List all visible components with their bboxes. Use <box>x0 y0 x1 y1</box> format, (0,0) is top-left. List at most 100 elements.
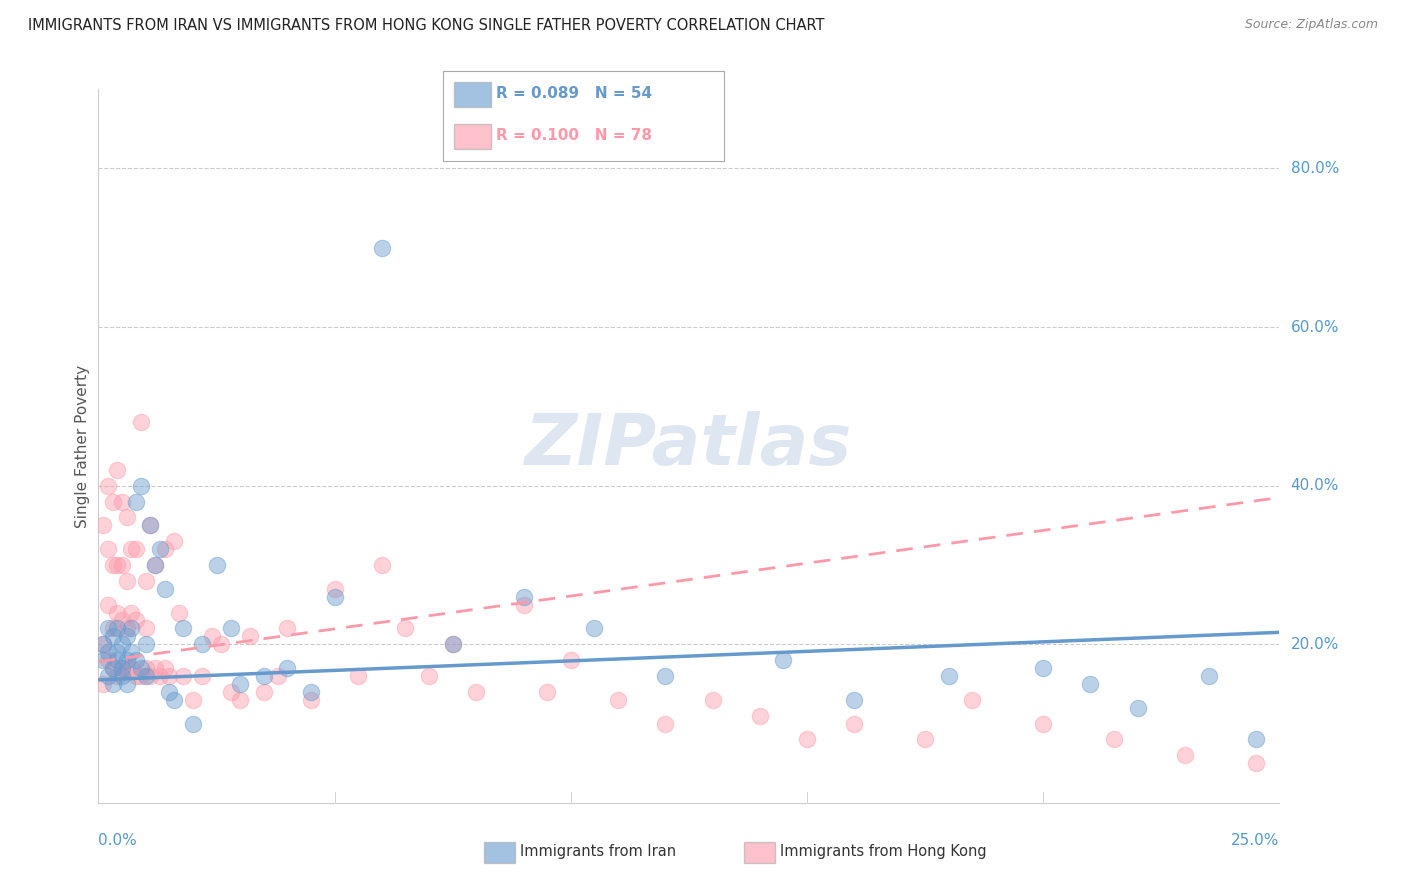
Point <box>583 621 606 635</box>
Point <box>97 598 120 612</box>
Point <box>91 637 114 651</box>
Point <box>229 692 252 706</box>
Point <box>101 629 124 643</box>
Point <box>125 494 148 508</box>
Point <box>276 621 298 635</box>
Point <box>91 677 114 691</box>
Point <box>560 653 582 667</box>
Point <box>153 661 176 675</box>
Point <box>299 692 322 706</box>
Point <box>465 685 488 699</box>
Point <box>135 661 157 675</box>
Point <box>149 542 172 557</box>
Point <box>135 574 157 588</box>
Point <box>101 677 124 691</box>
Point <box>163 692 186 706</box>
Point <box>172 669 194 683</box>
Point <box>105 558 128 572</box>
Point <box>157 669 180 683</box>
Point <box>129 661 152 675</box>
Point <box>512 590 534 604</box>
Point <box>105 645 128 659</box>
Point <box>394 621 416 635</box>
Point <box>205 558 228 572</box>
Point <box>323 582 346 596</box>
Point <box>135 621 157 635</box>
Point <box>153 542 176 557</box>
Point <box>101 661 124 675</box>
Point <box>135 669 157 683</box>
Point <box>1174 748 1197 763</box>
Point <box>181 716 204 731</box>
Point <box>121 645 143 659</box>
Point <box>111 494 134 508</box>
Point <box>191 669 214 683</box>
Point <box>139 518 162 533</box>
Point <box>441 637 464 651</box>
Point <box>111 637 134 651</box>
Point <box>654 716 676 731</box>
Point <box>1102 732 1125 747</box>
Point <box>115 574 138 588</box>
Point <box>938 669 960 683</box>
Point <box>97 542 120 557</box>
Point <box>115 621 138 635</box>
Point <box>97 645 120 659</box>
Point <box>143 558 166 572</box>
Point <box>129 415 152 429</box>
Point <box>347 669 370 683</box>
Point <box>536 685 558 699</box>
Point <box>125 542 148 557</box>
Point <box>371 241 394 255</box>
Point <box>962 692 984 706</box>
Point <box>111 669 134 683</box>
Point <box>139 669 162 683</box>
Text: IMMIGRANTS FROM IRAN VS IMMIGRANTS FROM HONG KONG SINGLE FATHER POVERTY CORRELAT: IMMIGRANTS FROM IRAN VS IMMIGRANTS FROM … <box>28 18 825 33</box>
Text: 80.0%: 80.0% <box>1291 161 1339 176</box>
Point <box>1244 756 1267 771</box>
Point <box>219 685 242 699</box>
Point <box>143 558 166 572</box>
Point <box>702 692 724 706</box>
Text: 40.0%: 40.0% <box>1291 478 1339 493</box>
Point <box>101 621 124 635</box>
Point <box>1126 700 1149 714</box>
Point <box>276 661 298 675</box>
Point <box>91 653 114 667</box>
Point <box>654 669 676 683</box>
Point <box>101 494 124 508</box>
Text: 0.0%: 0.0% <box>98 833 138 848</box>
Text: R = 0.100   N = 78: R = 0.100 N = 78 <box>496 128 652 143</box>
Point <box>201 629 224 643</box>
Point <box>105 621 128 635</box>
Point <box>97 669 120 683</box>
Point <box>97 621 120 635</box>
Point <box>105 669 128 683</box>
Text: R = 0.089   N = 54: R = 0.089 N = 54 <box>496 87 652 101</box>
Text: Immigrants from Hong Kong: Immigrants from Hong Kong <box>780 845 987 859</box>
Point <box>111 661 134 675</box>
Point <box>748 708 770 723</box>
Point <box>172 621 194 635</box>
Point <box>115 653 138 667</box>
Point <box>772 653 794 667</box>
Text: 20.0%: 20.0% <box>1291 637 1339 652</box>
Point <box>253 669 276 683</box>
Point <box>914 732 936 747</box>
Point <box>229 677 252 691</box>
Point <box>111 661 134 675</box>
Point <box>512 598 534 612</box>
Point <box>153 582 176 596</box>
Point <box>111 614 134 628</box>
Text: 25.0%: 25.0% <box>1232 833 1279 848</box>
Point <box>253 685 276 699</box>
Point <box>844 692 866 706</box>
Y-axis label: Single Father Poverty: Single Father Poverty <box>75 365 90 527</box>
Point <box>209 637 232 651</box>
Point <box>105 463 128 477</box>
Point <box>143 661 166 675</box>
Point <box>149 669 172 683</box>
Point <box>1032 661 1054 675</box>
Point <box>371 558 394 572</box>
Point <box>796 732 818 747</box>
